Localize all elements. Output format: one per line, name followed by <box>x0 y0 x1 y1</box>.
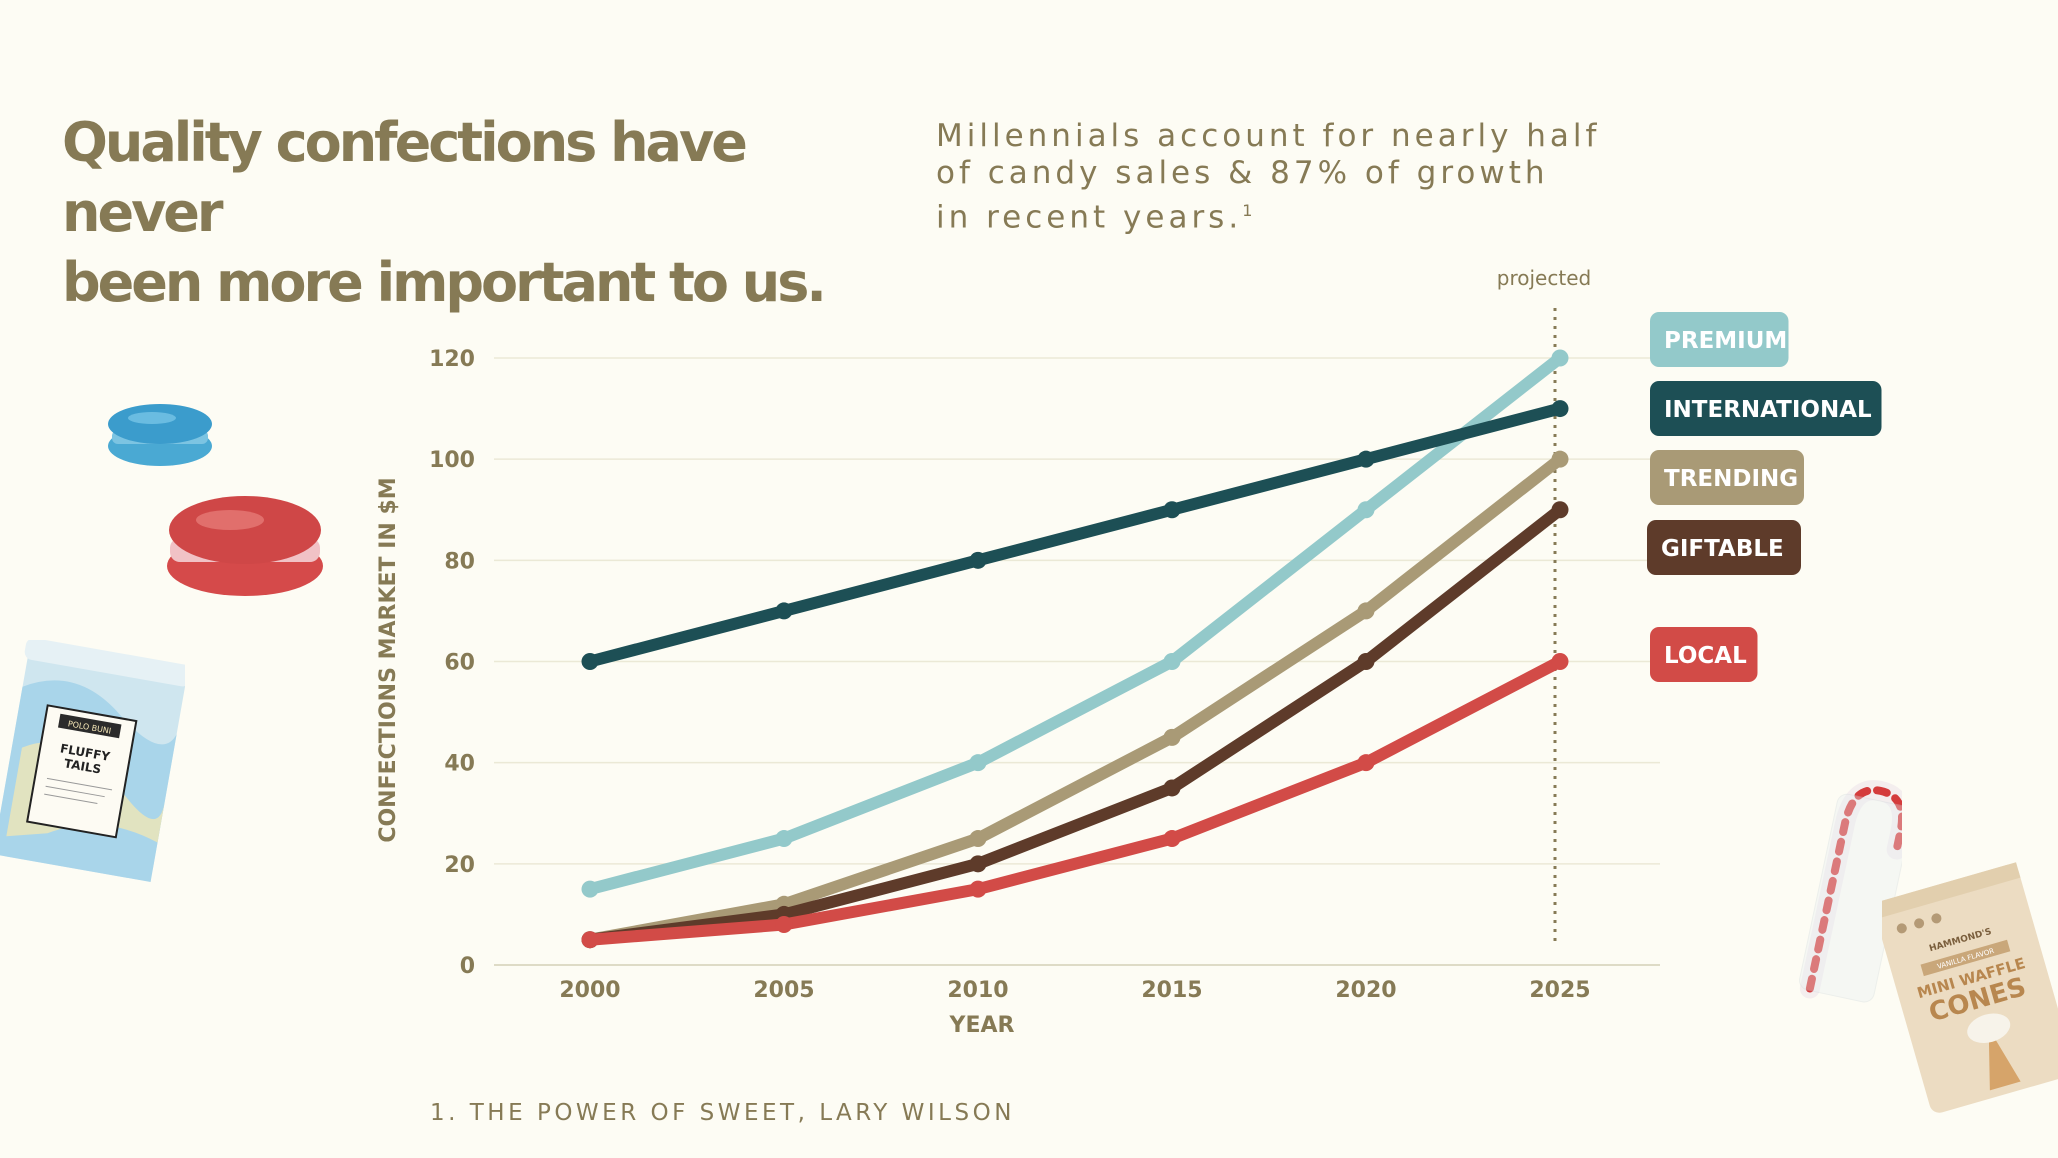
data-point-trending <box>1551 450 1569 468</box>
series-line-giftable <box>584 503 1566 946</box>
y-tick-label: 120 <box>429 347 475 372</box>
headline: Quality confections have never been more… <box>62 108 862 318</box>
subheadline: Millennials account for nearly half of c… <box>936 118 1656 236</box>
cotton-candy-tub-image: POLO BUNI FLUFFY TAILS <box>0 640 185 882</box>
data-point-local <box>775 916 793 934</box>
data-point-premium <box>1357 501 1375 519</box>
data-point-premium <box>775 830 793 848</box>
y-tick-label: 80 <box>444 549 475 574</box>
legend-label-premium: PREMIUM <box>1664 328 1787 354</box>
data-point-international <box>1357 450 1375 468</box>
data-point-trending <box>969 830 987 848</box>
x-tick-label: 2015 <box>1141 978 1202 1003</box>
cotton-candy-name-2: TAILS <box>63 756 102 776</box>
legend-pill-giftable <box>1647 520 1801 575</box>
blue-macaron-image <box>108 404 212 466</box>
y-tick-label: 60 <box>444 651 475 676</box>
x-tick-label: 2010 <box>947 978 1008 1003</box>
legend-pill-international <box>1650 381 1882 436</box>
candy-cane-image <box>1799 780 1902 1003</box>
waffle-cones-bag-image: HAMMOND'S VANILLA FLAVOR MINI WAFFLE CON… <box>1882 862 2058 1113</box>
data-point-premium <box>969 754 987 772</box>
legend-pill-premium <box>1650 312 1789 367</box>
red-macaron-image <box>167 496 323 596</box>
data-point-premium <box>1163 653 1181 670</box>
y-tick-label: 40 <box>444 752 475 777</box>
y-tick-label: 0 <box>460 954 475 979</box>
legend-label-trending: TRENDING <box>1664 466 1798 492</box>
data-point-international <box>969 551 987 569</box>
data-point-international <box>1551 400 1569 418</box>
x-axis-title: YEAR <box>949 1013 1015 1038</box>
data-point-giftable <box>1551 501 1569 519</box>
legend-label-international: INTERNATIONAL <box>1664 397 1872 423</box>
headline-line-2: been more important to us. <box>62 251 827 314</box>
data-point-international <box>1163 501 1181 519</box>
series-line-trending <box>584 453 1566 946</box>
series-line-local <box>584 655 1566 946</box>
x-tick-label: 2020 <box>1335 978 1396 1003</box>
legend-pill-local <box>1650 627 1758 682</box>
legend-label-giftable: GIFTABLE <box>1661 536 1784 562</box>
data-point-local <box>1551 653 1569 670</box>
data-point-giftable <box>1357 653 1375 670</box>
data-point-international <box>775 602 793 620</box>
legend-pill-trending <box>1650 450 1804 505</box>
data-point-premium <box>581 880 599 898</box>
y-tick-label: 100 <box>429 448 475 473</box>
y-tick-label: 20 <box>444 853 475 878</box>
data-point-premium <box>1551 349 1569 367</box>
series-line-premium <box>584 352 1566 896</box>
data-point-local <box>1163 830 1181 848</box>
data-point-local <box>1357 754 1375 772</box>
data-point-giftable <box>1163 779 1181 797</box>
footnote-marker: 1 <box>1242 201 1253 220</box>
legend-label-local: LOCAL <box>1664 643 1747 669</box>
x-tick-label: 2005 <box>753 978 814 1003</box>
data-point-international <box>581 653 599 670</box>
data-point-local <box>969 880 987 898</box>
x-tick-label: 2000 <box>559 978 620 1003</box>
y-axis-title: CONFECTIONS MARKET IN $M <box>376 477 401 842</box>
data-point-trending <box>1163 728 1181 746</box>
data-point-giftable <box>969 855 987 873</box>
data-point-local <box>581 931 599 949</box>
series-line-international <box>584 402 1566 668</box>
projected-label: projected <box>1497 266 1591 290</box>
footnote: 1. THE POWER OF SWEET, LARY WILSON <box>430 1100 1015 1126</box>
data-point-trending <box>1357 602 1375 620</box>
subhead-line-2: of candy sales & 87% of growth <box>936 155 1549 191</box>
x-tick-label: 2025 <box>1529 978 1590 1003</box>
subhead-line-3: in recent years. <box>936 199 1243 236</box>
subhead-line-1: Millennials account for nearly half <box>936 118 1601 154</box>
headline-line-1: Quality confections have never <box>62 111 748 244</box>
